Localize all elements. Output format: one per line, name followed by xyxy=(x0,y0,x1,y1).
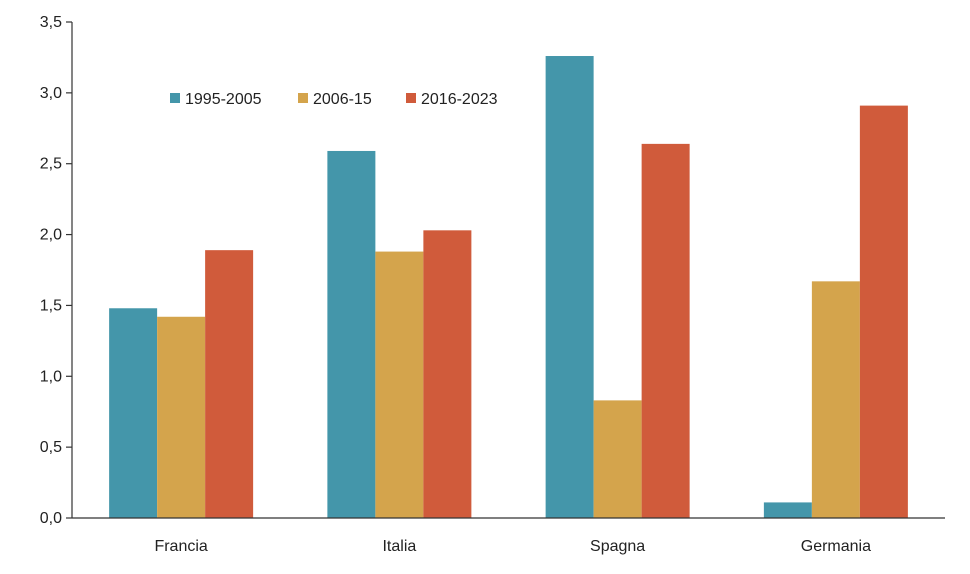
legend-swatch xyxy=(170,93,180,103)
bar-spagna-2006-15 xyxy=(593,400,642,518)
x-category-label: Italia xyxy=(382,538,416,555)
bar-spagna-1995-2005 xyxy=(545,56,594,519)
bar-francia-2006-15 xyxy=(157,316,206,518)
legend-label: 2006-15 xyxy=(313,91,372,108)
x-category-label: Spagna xyxy=(590,538,645,555)
legend-label: 2016-2023 xyxy=(421,91,498,108)
bar-spagna-2016-2023 xyxy=(641,143,690,519)
y-tick-label: 2,5 xyxy=(40,156,62,173)
y-tick-label: 2,0 xyxy=(40,227,62,244)
y-tick-label: 0,5 xyxy=(40,439,62,456)
y-tick-label: 1,0 xyxy=(40,368,62,385)
legend-swatch xyxy=(406,93,416,103)
bar-germania-2016-2023 xyxy=(859,105,908,519)
y-ticks: 0,0 0,5 1,0 1,5 2,0 2,5 3,0 3,5 xyxy=(40,14,72,527)
x-category-label: Francia xyxy=(154,538,207,555)
bar-germania-2006-15 xyxy=(811,281,860,518)
x-category-label: Germania xyxy=(801,538,871,555)
bar-francia-1995-2005 xyxy=(109,308,158,518)
y-tick-label: 1,5 xyxy=(40,297,62,314)
bar-germania-1995-2005 xyxy=(763,502,812,518)
bar-italia-2006-15 xyxy=(375,251,424,518)
bar-francia-2016-2023 xyxy=(205,250,254,518)
y-tick-label: 0,0 xyxy=(40,510,62,527)
x-labels: Francia Italia Spagna Germania xyxy=(154,538,871,555)
legend: 1995-2005 2006-15 2016-2023 xyxy=(170,91,498,108)
legend-label: 1995-2005 xyxy=(185,91,262,108)
y-tick-label: 3,5 xyxy=(40,14,62,31)
bars-group xyxy=(109,56,908,519)
bar-italia-2016-2023 xyxy=(423,230,472,518)
bar-italia-1995-2005 xyxy=(327,150,376,518)
legend-swatch xyxy=(298,93,308,103)
y-tick-label: 3,0 xyxy=(40,85,62,102)
